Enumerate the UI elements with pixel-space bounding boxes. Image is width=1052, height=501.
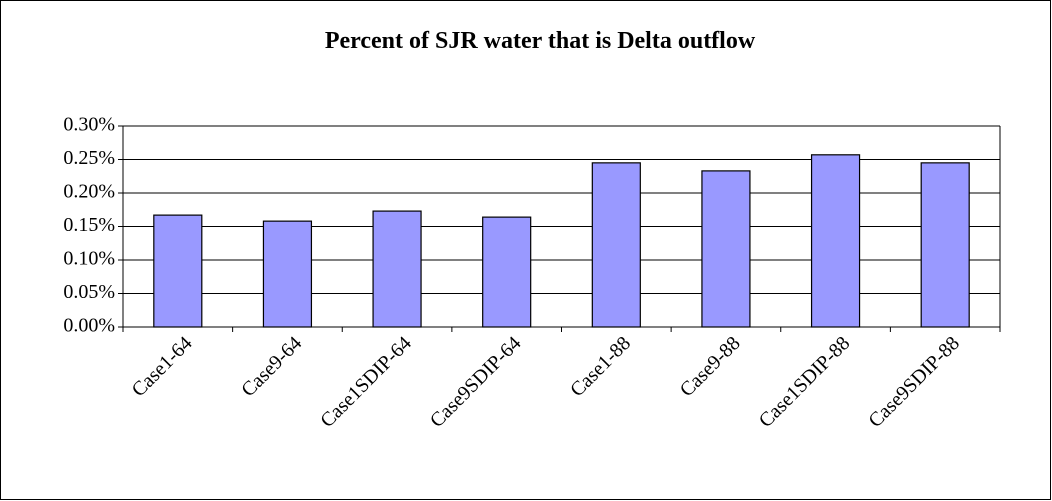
y-tick-label: 0.15% (63, 214, 115, 236)
bar (591, 162, 641, 328)
bar (372, 210, 422, 328)
y-tick-label: 0.25% (63, 147, 115, 169)
bar (482, 216, 532, 328)
y-tick-label: 0.20% (63, 181, 115, 203)
y-tick-label: 0.30% (63, 114, 115, 136)
bar (810, 154, 861, 328)
bar (153, 214, 203, 328)
y-tick-label: 0.00% (63, 315, 115, 337)
y-tick-label: 0.05% (63, 281, 115, 303)
y-tick-label: 0.10% (63, 248, 115, 270)
bar (920, 162, 970, 328)
chart-title: Percent of SJR water that is Delta outfl… (325, 28, 756, 54)
bar (701, 170, 751, 328)
bar (262, 220, 313, 328)
